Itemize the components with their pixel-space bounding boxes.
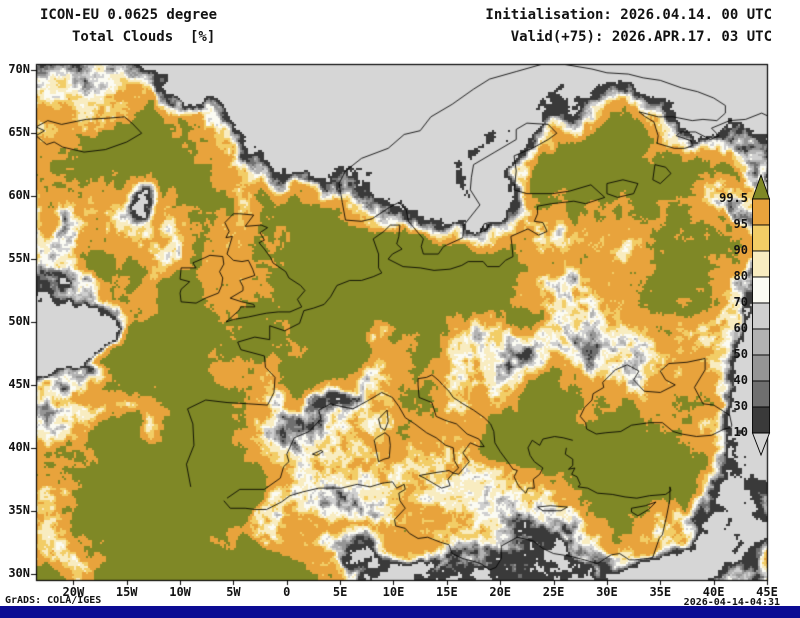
valid-time-label: Valid(+75): 2026.APR.17. 03 UTC <box>510 29 772 45</box>
creation-timestamp: 2026-04-14-04:31 <box>683 597 780 608</box>
grads-credit: GrADS: COLA/IGES <box>5 595 102 606</box>
variable-title: Total Clouds [%] <box>72 29 216 45</box>
model-title: ICON-EU 0.0625 degree <box>40 7 218 23</box>
init-time-label: Initialisation: 2026.04.14. 00 UTC <box>485 7 772 23</box>
bottom-bar <box>0 606 800 618</box>
